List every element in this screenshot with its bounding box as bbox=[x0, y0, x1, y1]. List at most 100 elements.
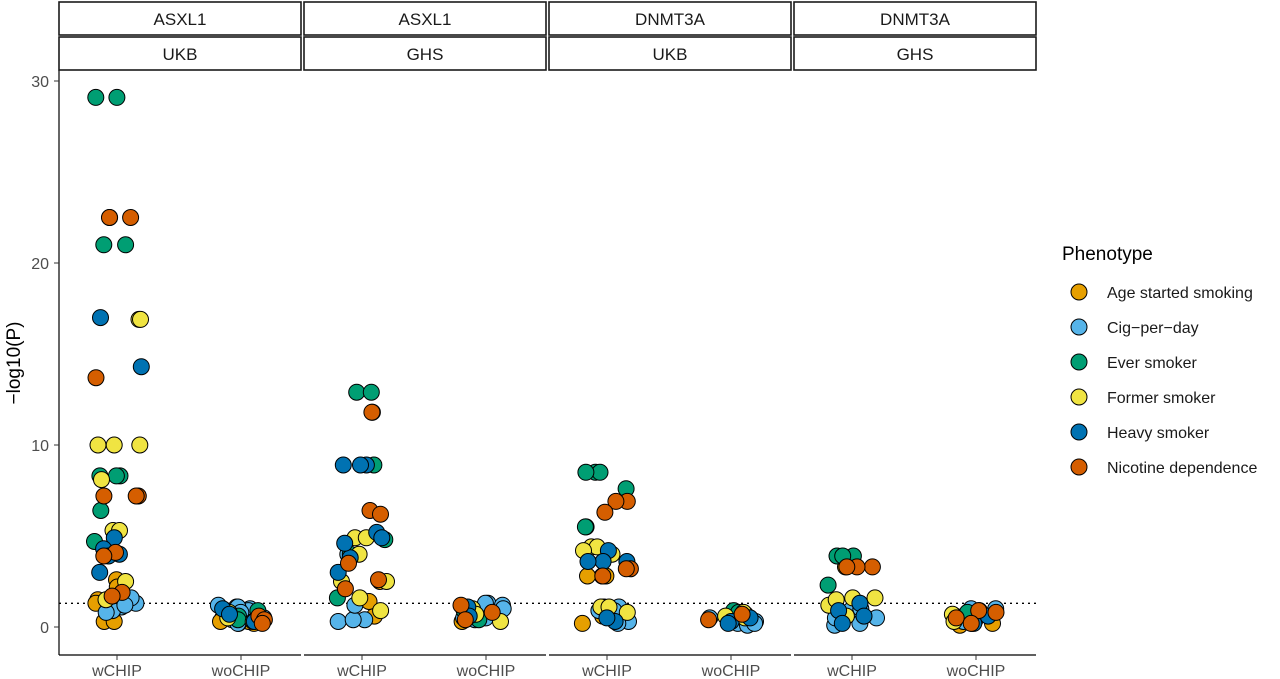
legend-key bbox=[1070, 458, 1088, 476]
data-point bbox=[594, 567, 612, 585]
x-tick-label: wCHIP bbox=[91, 663, 142, 679]
facet-panel: ASXL1 UKB wCHIP woCHIP bbox=[58, 1, 302, 679]
data-point bbox=[579, 567, 596, 585]
legend-key bbox=[1070, 318, 1088, 336]
x-tick-label: wCHIP bbox=[826, 663, 877, 679]
data-point bbox=[866, 589, 884, 607]
data-point bbox=[855, 607, 873, 625]
data-point bbox=[838, 558, 856, 576]
data-point bbox=[596, 503, 614, 521]
data-point bbox=[607, 492, 625, 510]
data-point bbox=[579, 553, 597, 570]
facet-strip-cohort-label: UKB bbox=[163, 45, 198, 64]
facet-strip-cohort bbox=[58, 36, 302, 71]
data-point bbox=[336, 534, 354, 552]
data-point bbox=[598, 609, 616, 627]
data-point bbox=[132, 310, 149, 328]
legend-label: Ever smoker bbox=[1107, 355, 1197, 372]
data-point bbox=[127, 487, 145, 505]
data-point bbox=[344, 611, 362, 629]
data-point bbox=[719, 614, 737, 632]
legend: Phenotype Age started smoking Cig−per−day… bbox=[1062, 244, 1257, 477]
data-point bbox=[863, 558, 881, 576]
data-point bbox=[348, 383, 366, 401]
facet-strip-cohort bbox=[548, 36, 792, 71]
legend-key bbox=[1070, 423, 1088, 441]
data-point bbox=[617, 560, 635, 578]
data-point bbox=[105, 436, 123, 454]
y-tick-label: 0 bbox=[40, 620, 49, 637]
data-point bbox=[833, 614, 851, 632]
facet-strip-gene bbox=[303, 1, 547, 36]
data-point bbox=[352, 456, 369, 474]
data-point bbox=[122, 209, 140, 226]
facet-strip-gene bbox=[58, 1, 302, 36]
facet-strip-gene-label: ASXL1 bbox=[399, 10, 452, 29]
facet-panel: DNMT3A GHS wCHIP woCHIP bbox=[793, 1, 1037, 679]
x-tick-label: woCHIP bbox=[946, 663, 1006, 679]
data-point bbox=[362, 383, 380, 401]
data-point bbox=[334, 456, 352, 474]
legend-title: Phenotype bbox=[1062, 244, 1153, 265]
data-point bbox=[107, 467, 125, 485]
x-tick-label: wCHIP bbox=[336, 663, 387, 679]
data-point bbox=[103, 587, 121, 605]
data-point bbox=[733, 605, 751, 623]
legend-label: Heavy smoker bbox=[1107, 425, 1210, 442]
legend-label: Age started smoking bbox=[1107, 285, 1253, 302]
data-point bbox=[576, 518, 594, 536]
data-point bbox=[819, 576, 837, 594]
data-point bbox=[987, 603, 1005, 621]
legend-key bbox=[1070, 388, 1088, 406]
data-point bbox=[700, 611, 718, 629]
legend-key bbox=[1070, 283, 1088, 301]
data-point bbox=[93, 471, 110, 489]
facet-panels: ASXL1 UKB wCHIP woCHIP ASXL1 GHS wCHIP woCHIP DN… bbox=[58, 1, 1037, 679]
data-point bbox=[618, 603, 636, 621]
x-tick-label: woCHIP bbox=[211, 663, 271, 679]
data-point bbox=[370, 571, 387, 589]
y-axis: 0 10 20 30 bbox=[31, 70, 60, 655]
facet-strip-gene bbox=[793, 1, 1037, 36]
data-point bbox=[336, 580, 354, 598]
data-point bbox=[351, 589, 369, 607]
legend-label: Former smoker bbox=[1107, 390, 1216, 407]
x-tick-label: woCHIP bbox=[701, 663, 761, 679]
data-point bbox=[101, 209, 118, 226]
facet-strip-cohort-label: GHS bbox=[897, 45, 934, 64]
facet-strip-cohort-label: GHS bbox=[407, 45, 444, 64]
data-point bbox=[87, 369, 105, 387]
data-point bbox=[573, 614, 591, 632]
x-tick-label: wCHIP bbox=[581, 663, 632, 679]
data-point bbox=[91, 563, 109, 581]
y-tick-label: 20 bbox=[31, 256, 49, 273]
data-point bbox=[594, 553, 612, 570]
facet-strip-cohort bbox=[793, 36, 1037, 71]
data-point bbox=[329, 613, 347, 630]
data-point bbox=[373, 529, 391, 547]
data-point bbox=[221, 605, 238, 623]
data-point bbox=[962, 614, 980, 632]
data-point bbox=[947, 609, 965, 627]
legend-label: Nicotine dependence bbox=[1107, 460, 1257, 477]
y-tick-label: 30 bbox=[31, 74, 49, 91]
data-point bbox=[340, 554, 357, 572]
data-point bbox=[108, 88, 126, 106]
data-point bbox=[483, 603, 501, 621]
data-point bbox=[577, 463, 595, 481]
legend-label: Cig−per−day bbox=[1107, 320, 1199, 337]
facet-strip-gene-label: ASXL1 bbox=[154, 10, 207, 29]
facet-panel: ASXL1 GHS wCHIP woCHIP bbox=[303, 1, 547, 679]
facet-strip-gene bbox=[548, 1, 792, 36]
data-point bbox=[452, 596, 470, 614]
facet-strip-gene-label: DNMT3A bbox=[635, 10, 706, 29]
data-point bbox=[95, 487, 113, 505]
data-point bbox=[117, 236, 135, 254]
data-point bbox=[95, 547, 113, 565]
data-point bbox=[372, 505, 389, 523]
data-point bbox=[131, 436, 149, 454]
data-point bbox=[970, 602, 988, 620]
x-tick-label: woCHIP bbox=[456, 663, 516, 679]
data-point bbox=[363, 403, 381, 421]
data-point bbox=[132, 358, 150, 376]
